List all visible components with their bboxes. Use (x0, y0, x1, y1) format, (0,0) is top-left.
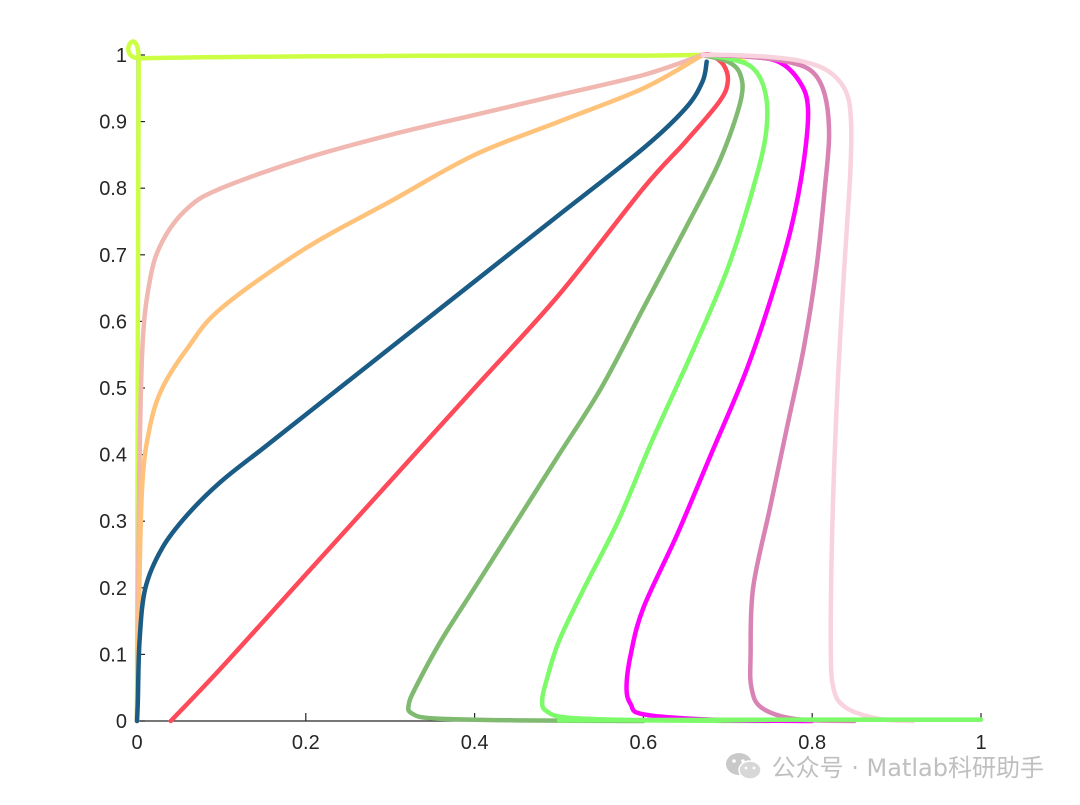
wechat-icon (725, 752, 762, 780)
y-tick-label: 0.3 (99, 511, 127, 533)
y-tick-label: 0.1 (99, 644, 127, 666)
series-line-8 (624, 52, 815, 724)
series-line-5 (168, 52, 731, 724)
series-layer (126, 39, 984, 724)
y-tick-label: 0.7 (99, 245, 127, 267)
series-line-10 (700, 52, 916, 724)
x-tick-label: 0.2 (292, 732, 320, 754)
series-line-2 (134, 52, 705, 724)
axes: 0 0.2 0.4 0.6 0.8 1 0 0.1 0.2 0.3 0.4 0.5 0.6 0.7 0.8 0… (99, 45, 986, 754)
y-tick-label: 0.8 (99, 178, 127, 200)
y-tick-label: 0.4 (99, 445, 127, 467)
watermark: 公众号 · Matlab科研助手 (724, 748, 1044, 783)
y-tick-label: 0.6 (99, 311, 127, 333)
y-tick-label: 0.5 (99, 378, 127, 400)
watermark-text: 公众号 · Matlab科研助手 (771, 754, 1044, 782)
x-tick-label: 0.4 (461, 732, 489, 754)
series-line-7 (539, 52, 773, 724)
y-tick-label: 0.2 (99, 578, 127, 600)
series-line-9 (700, 52, 857, 724)
series-line-6 (405, 52, 745, 724)
y-tick-label: 0.9 (99, 112, 127, 134)
x-tick-label: 0.8 (798, 732, 826, 754)
x-tick-label: 0.6 (629, 732, 657, 754)
x-tick-label: 0 (131, 732, 142, 754)
y-tick-label: 1 (116, 45, 127, 67)
series-line-4 (134, 59, 709, 724)
series-line-11 (556, 717, 984, 723)
series-line-3 (134, 52, 705, 724)
y-tick-label: 0 (116, 711, 127, 733)
x-tick-label: 1 (975, 732, 986, 754)
